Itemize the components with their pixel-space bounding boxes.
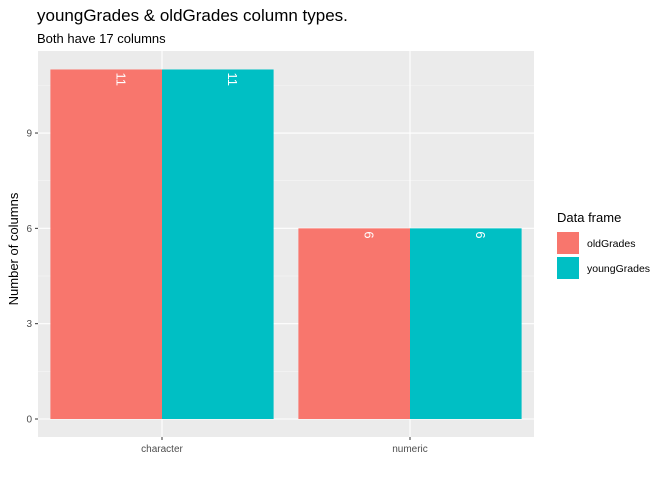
bar-oldGrades-character (50, 69, 162, 419)
data-label: 11 (225, 72, 240, 86)
bar-youngGrades-numeric (410, 228, 522, 419)
y-tick-label: 9 (26, 129, 32, 140)
data-label: 11 (114, 72, 129, 86)
legend-label: oldGrades (587, 238, 635, 250)
data-label: 6 (473, 231, 488, 238)
y-tick-label: 3 (26, 319, 32, 330)
y-tick-label: 0 (26, 415, 32, 426)
legend-title: Data frame (557, 210, 621, 225)
bar-youngGrades-character (162, 69, 274, 419)
y-tick-label: 6 (26, 224, 32, 235)
legend-key-oldGrades (557, 232, 579, 254)
x-axis: character numeric (141, 437, 428, 455)
chart-subtitle: Both have 17 columns (37, 31, 166, 46)
data-label: 6 (362, 231, 377, 238)
legend: Data frame oldGrades youngGrades (557, 210, 650, 279)
legend-key-youngGrades (557, 257, 579, 279)
bar-oldGrades-numeric (298, 228, 410, 419)
x-tick-label: numeric (392, 444, 428, 455)
bars (50, 69, 522, 419)
x-tick-label: character (141, 444, 183, 455)
data-labels: 11 11 6 6 (114, 72, 489, 238)
chart-title: youngGrades & oldGrades column types. (37, 6, 348, 25)
legend-label: youngGrades (587, 263, 650, 275)
y-axis: 0 3 6 9 (26, 129, 38, 426)
y-axis-title: Number of columns (6, 192, 21, 305)
